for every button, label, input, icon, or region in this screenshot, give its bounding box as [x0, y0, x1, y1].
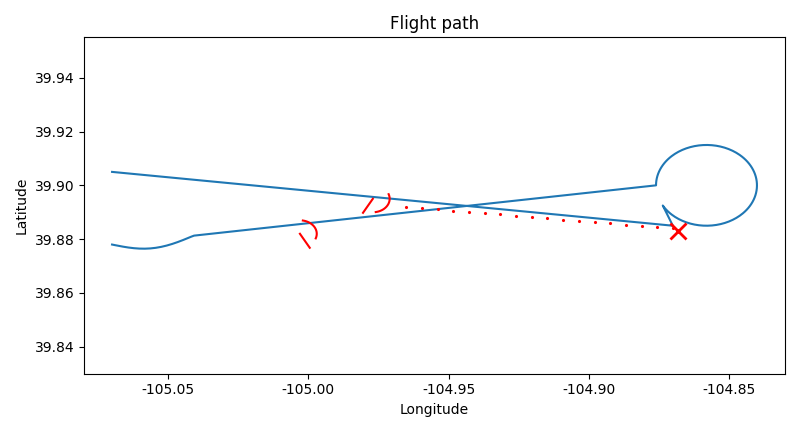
X-axis label: Longitude: Longitude	[400, 403, 469, 417]
Title: Flight path: Flight path	[390, 15, 479, 33]
Y-axis label: Latitude: Latitude	[15, 177, 29, 234]
